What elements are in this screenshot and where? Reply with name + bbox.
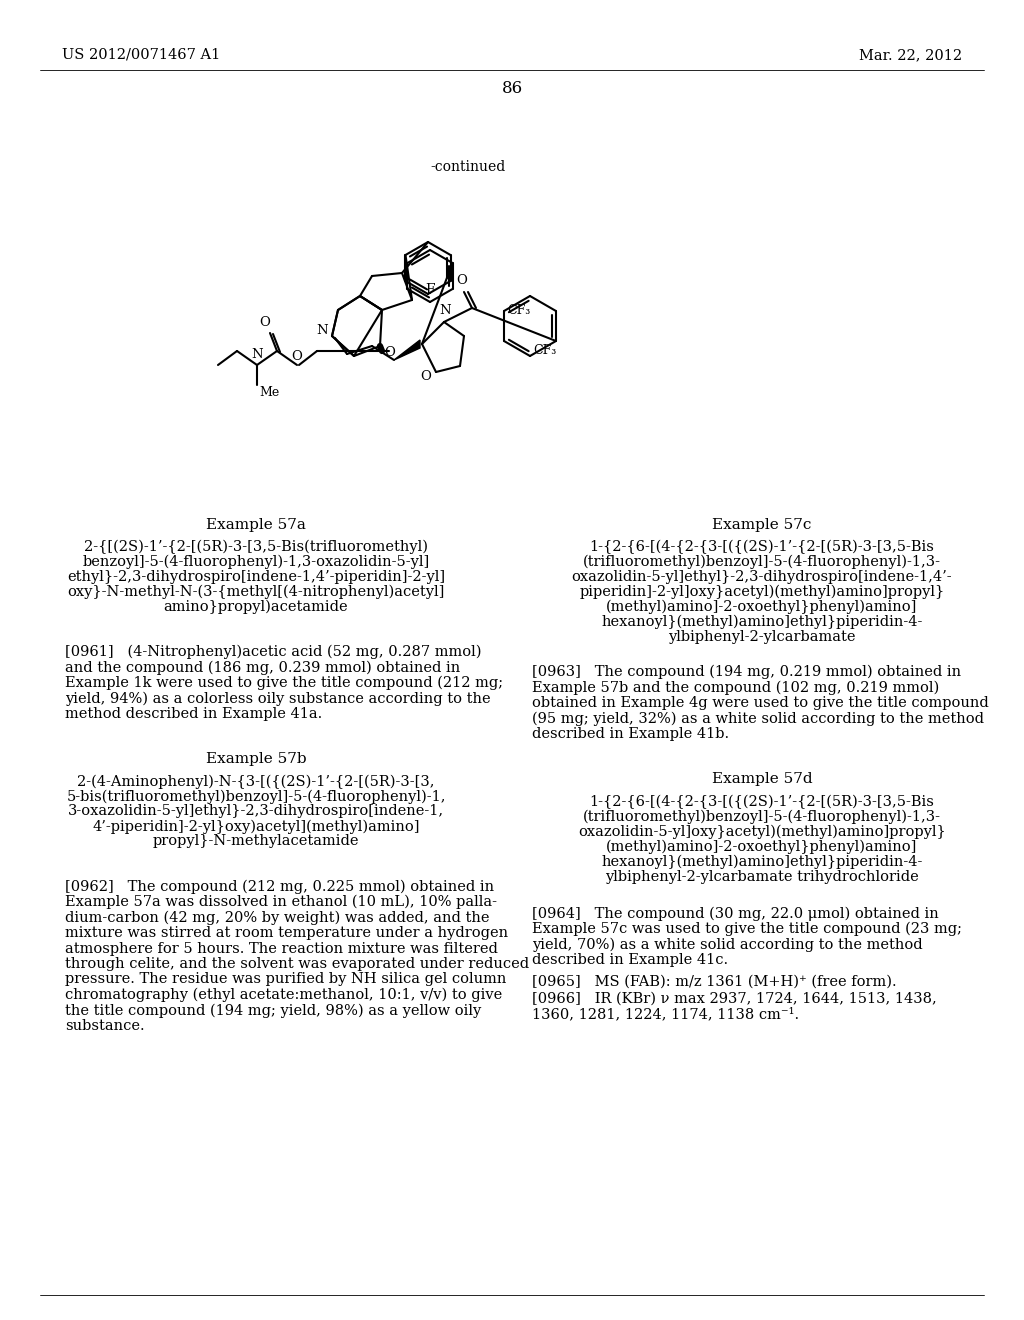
Text: [0962]   The compound (212 mg, 0.225 mmol) obtained in: [0962] The compound (212 mg, 0.225 mmol)…	[65, 879, 495, 894]
Text: 2-{[(2S)-1’-{2-[(5R)-3-[3,5-Bis(trifluoromethyl): 2-{[(2S)-1’-{2-[(5R)-3-[3,5-Bis(trifluor…	[84, 540, 428, 554]
Text: Mar. 22, 2012: Mar. 22, 2012	[859, 48, 962, 62]
Text: described in Example 41c.: described in Example 41c.	[532, 953, 728, 968]
Text: 3-oxazolidin-5-yl]ethyl}-2,3-dihydrospiro[indene-1,: 3-oxazolidin-5-yl]ethyl}-2,3-dihydrospir…	[68, 804, 444, 818]
Text: mixture was stirred at room temperature under a hydrogen: mixture was stirred at room temperature …	[65, 927, 508, 940]
Text: 2-(4-Aminophenyl)-N-{3-[({(2S)-1’-{2-[(5R)-3-[3,: 2-(4-Aminophenyl)-N-{3-[({(2S)-1’-{2-[(5…	[77, 775, 435, 789]
Text: ylbiphenyl-2-ylcarbamate: ylbiphenyl-2-ylcarbamate	[669, 630, 856, 644]
Text: oxy}-N-methyl-N-(3-{methyl[(4-nitrophenyl)acetyl]: oxy}-N-methyl-N-(3-{methyl[(4-nitropheny…	[68, 585, 444, 599]
Text: the title compound (194 mg; yield, 98%) as a yellow oily: the title compound (194 mg; yield, 98%) …	[65, 1003, 481, 1018]
Text: Example 1k were used to give the title compound (212 mg;: Example 1k were used to give the title c…	[65, 676, 503, 690]
Text: (95 mg; yield, 32%) as a white solid according to the method: (95 mg; yield, 32%) as a white solid acc…	[532, 711, 984, 726]
Text: Example 57b: Example 57b	[206, 752, 306, 767]
Text: CF₃: CF₃	[507, 305, 530, 318]
Text: benzoyl]-5-(4-fluorophenyl)-1,3-oxazolidin-5-yl]: benzoyl]-5-(4-fluorophenyl)-1,3-oxazolid…	[82, 554, 430, 569]
Text: [0961]   (4-Nitrophenyl)acetic acid (52 mg, 0.287 mmol): [0961] (4-Nitrophenyl)acetic acid (52 mg…	[65, 645, 481, 660]
Text: dium-carbon (42 mg, 20% by weight) was added, and the: dium-carbon (42 mg, 20% by weight) was a…	[65, 911, 489, 925]
Text: piperidin]-2-yl]oxy}acetyl)(methyl)amino]propyl}: piperidin]-2-yl]oxy}acetyl)(methyl)amino…	[580, 585, 944, 599]
Text: ethyl}-2,3-dihydrospiro[indene-1,4’-piperidin]-2-yl]: ethyl}-2,3-dihydrospiro[indene-1,4’-pipe…	[67, 570, 445, 583]
Text: [0966]   IR (KBr) ν max 2937, 1724, 1644, 1513, 1438,: [0966] IR (KBr) ν max 2937, 1724, 1644, …	[532, 993, 937, 1006]
Text: hexanoyl}(methyl)amino]ethyl}piperidin-4-: hexanoyl}(methyl)amino]ethyl}piperidin-4…	[601, 854, 923, 869]
Text: O: O	[384, 346, 395, 359]
Text: Example 57a was dissolved in ethanol (10 mL), 10% palla-: Example 57a was dissolved in ethanol (10…	[65, 895, 497, 909]
Text: (methyl)amino]-2-oxoethyl}phenyl)amino]: (methyl)amino]-2-oxoethyl}phenyl)amino]	[606, 840, 918, 854]
Text: hexanoyl}(methyl)amino]ethyl}piperidin-4-: hexanoyl}(methyl)amino]ethyl}piperidin-4…	[601, 615, 923, 630]
Text: described in Example 41b.: described in Example 41b.	[532, 727, 729, 741]
Text: oxazolidin-5-yl]ethyl}-2,3-dihydrospiro[indene-1,4’-: oxazolidin-5-yl]ethyl}-2,3-dihydrospiro[…	[571, 570, 952, 583]
Text: O: O	[457, 273, 467, 286]
Text: chromatography (ethyl acetate:methanol, 10:1, v/v) to give: chromatography (ethyl acetate:methanol, …	[65, 987, 502, 1002]
Text: Me: Me	[259, 385, 280, 399]
Text: substance.: substance.	[65, 1019, 144, 1034]
Text: O: O	[421, 371, 431, 384]
Text: N: N	[316, 325, 328, 338]
Text: O: O	[259, 317, 270, 330]
Text: through celite, and the solvent was evaporated under reduced: through celite, and the solvent was evap…	[65, 957, 529, 972]
Text: Example 57d: Example 57d	[712, 772, 812, 787]
Text: pressure. The residue was purified by NH silica gel column: pressure. The residue was purified by NH…	[65, 973, 507, 986]
Text: 1-{2-{6-[(4-{2-{3-[({(2S)-1’-{2-[(5R)-3-[3,5-Bis: 1-{2-{6-[(4-{2-{3-[({(2S)-1’-{2-[(5R)-3-…	[590, 540, 935, 554]
Text: and the compound (186 mg, 0.239 mmol) obtained in: and the compound (186 mg, 0.239 mmol) ob…	[65, 660, 460, 675]
Text: (methyl)amino]-2-oxoethyl}phenyl)amino]: (methyl)amino]-2-oxoethyl}phenyl)amino]	[606, 601, 918, 614]
Text: 4’-piperidin]-2-yl}oxy)acetyl](methyl)amino]: 4’-piperidin]-2-yl}oxy)acetyl](methyl)am…	[92, 820, 420, 834]
Text: atmosphere for 5 hours. The reaction mixture was filtered: atmosphere for 5 hours. The reaction mix…	[65, 941, 498, 956]
Text: obtained in Example 4g were used to give the title compound: obtained in Example 4g were used to give…	[532, 696, 989, 710]
Text: 86: 86	[502, 81, 522, 96]
Text: [0963]   The compound (194 mg, 0.219 mmol) obtained in: [0963] The compound (194 mg, 0.219 mmol)…	[532, 665, 962, 680]
Text: Example 57a: Example 57a	[206, 517, 306, 532]
Text: N: N	[251, 348, 263, 362]
Text: propyl}-N-methylacetamide: propyl}-N-methylacetamide	[153, 834, 359, 849]
Text: method described in Example 41a.: method described in Example 41a.	[65, 708, 323, 721]
Text: amino}propyl)acetamide: amino}propyl)acetamide	[164, 601, 348, 614]
Text: CF₃: CF₃	[534, 345, 556, 358]
Text: N: N	[439, 304, 451, 317]
Text: (trifluoromethyl)benzoyl]-5-(4-fluorophenyl)-1,3-: (trifluoromethyl)benzoyl]-5-(4-fluorophe…	[583, 554, 941, 569]
Text: 5-bis(trifluoromethyl)benzoyl]-5-(4-fluorophenyl)-1,: 5-bis(trifluoromethyl)benzoyl]-5-(4-fluo…	[67, 789, 445, 804]
Text: 1-{2-{6-[(4-{2-{3-[({(2S)-1’-{2-[(5R)-3-[3,5-Bis: 1-{2-{6-[(4-{2-{3-[({(2S)-1’-{2-[(5R)-3-…	[590, 795, 935, 809]
Text: O: O	[292, 351, 302, 363]
Text: -continued: -continued	[430, 160, 505, 174]
Text: yield, 94%) as a colorless oily substance according to the: yield, 94%) as a colorless oily substanc…	[65, 692, 490, 706]
Text: Example 57c was used to give the title compound (23 mg;: Example 57c was used to give the title c…	[532, 921, 962, 936]
Text: 1360, 1281, 1224, 1174, 1138 cm⁻¹.: 1360, 1281, 1224, 1174, 1138 cm⁻¹.	[532, 1007, 799, 1022]
Text: (trifluoromethyl)benzoyl]-5-(4-fluorophenyl)-1,3-: (trifluoromethyl)benzoyl]-5-(4-fluorophe…	[583, 809, 941, 824]
Text: ylbiphenyl-2-ylcarbamate trihydrochloride: ylbiphenyl-2-ylcarbamate trihydrochlorid…	[605, 870, 919, 883]
Polygon shape	[394, 341, 420, 360]
Text: [0964]   The compound (30 mg, 22.0 μmol) obtained in: [0964] The compound (30 mg, 22.0 μmol) o…	[532, 907, 939, 921]
Text: Example 57b and the compound (102 mg, 0.219 mmol): Example 57b and the compound (102 mg, 0.…	[532, 681, 939, 694]
Text: F: F	[425, 282, 435, 297]
Text: US 2012/0071467 A1: US 2012/0071467 A1	[62, 48, 220, 62]
Text: yield, 70%) as a white solid according to the method: yield, 70%) as a white solid according t…	[532, 937, 923, 952]
Text: [0965]   MS (FAB): m/z 1361 (M+H)⁺ (free form).: [0965] MS (FAB): m/z 1361 (M+H)⁺ (free f…	[532, 974, 897, 989]
Text: oxazolidin-5-yl]oxy}acetyl)(methyl)amino]propyl}: oxazolidin-5-yl]oxy}acetyl)(methyl)amino…	[579, 825, 946, 840]
Text: Example 57c: Example 57c	[713, 517, 812, 532]
